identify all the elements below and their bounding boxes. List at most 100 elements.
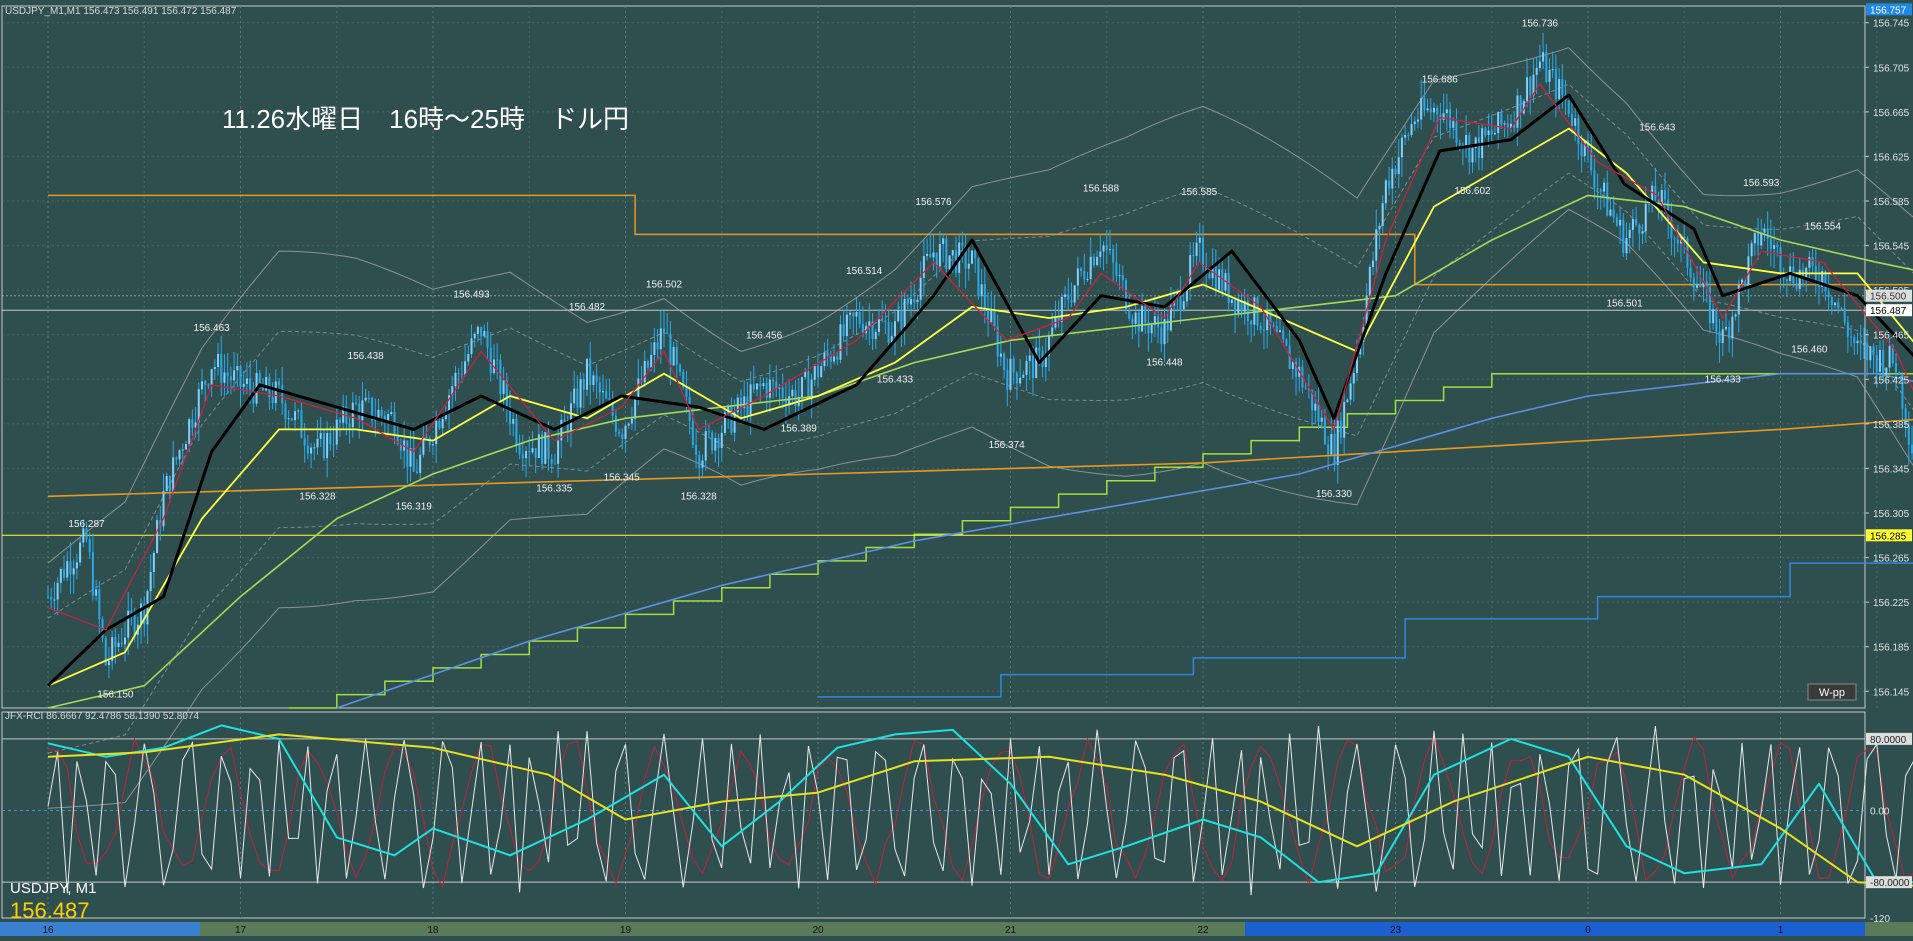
candle-body: [1506, 123, 1509, 128]
candle-body: [1599, 189, 1602, 192]
candle-body: [1493, 132, 1496, 135]
candle-body: [1349, 383, 1352, 400]
candle-body: [1619, 219, 1622, 226]
x-tick-label: 1: [1778, 925, 1784, 936]
candle-body: [1853, 337, 1856, 344]
candle-body: [348, 423, 351, 428]
price-annotation: 156.433: [877, 374, 914, 385]
candle-body: [181, 449, 184, 451]
candle-body: [1689, 267, 1692, 278]
candle-body: [1404, 134, 1407, 138]
candle-body: [1445, 109, 1448, 114]
x-tick-label: 22: [1197, 925, 1209, 936]
candle-body: [1901, 374, 1904, 409]
price-annotation: 156.585: [1181, 187, 1218, 198]
rci-header: JFX-RCI 86.6667 92.4786 58.1390 52.8074: [5, 711, 199, 722]
candle-body: [614, 416, 617, 432]
candle-body: [1593, 170, 1596, 189]
candle-body: [1234, 299, 1237, 314]
wpp-button-bg[interactable]: [1807, 683, 1857, 701]
candle-body: [1673, 238, 1676, 240]
candle-body: [1708, 286, 1711, 324]
candle-body: [194, 422, 197, 428]
candle-body: [999, 353, 1002, 357]
candle-body: [528, 451, 531, 453]
candle-body: [1420, 98, 1423, 120]
candle-body: [107, 660, 110, 666]
wpp-button[interactable]: W-pp: [1807, 683, 1857, 701]
candle-body: [1051, 327, 1054, 336]
candle-body: [1442, 113, 1445, 120]
candle-body: [1904, 408, 1907, 426]
candle-body: [778, 387, 781, 389]
candle-body: [425, 436, 428, 439]
candle-body: [547, 432, 550, 459]
candle-body: [826, 352, 829, 356]
candle-body: [720, 432, 723, 448]
candle-body: [849, 312, 852, 315]
candle-body: [762, 383, 765, 387]
candle-body: [1519, 95, 1522, 114]
candle-body: [1169, 305, 1172, 331]
candle-body: [104, 637, 107, 666]
candle-body: [865, 325, 868, 334]
candle-body: [704, 431, 707, 461]
price-annotation: 156.593: [1743, 178, 1780, 189]
candle-body: [274, 381, 277, 404]
candle-body: [579, 379, 582, 408]
candle-body: [1606, 182, 1609, 216]
price-annotation: 156.433: [1705, 374, 1742, 385]
candle-body: [1821, 271, 1824, 287]
candle-body: [322, 433, 325, 459]
candle-body: [1535, 68, 1538, 75]
candle-body: [1279, 330, 1281, 333]
candle-body: [367, 397, 370, 399]
candle-body: [1105, 245, 1108, 251]
candle-body: [1205, 266, 1208, 274]
moving-averages: [46, 83, 1913, 709]
candle-body: [881, 319, 884, 321]
candle-body: [855, 311, 858, 317]
candle-body: [1118, 275, 1121, 277]
candle-body: [1137, 312, 1140, 332]
price-annotation: 156.602: [1454, 186, 1491, 197]
x-tick-label: 21: [1005, 925, 1017, 936]
rci-cyan-line: [47, 724, 1913, 884]
candle-body: [1574, 118, 1577, 126]
y-tick-label: 156.585: [1873, 197, 1910, 208]
candle-body: [1785, 278, 1788, 281]
candle-body: [1850, 336, 1853, 338]
candle-body: [887, 322, 890, 344]
candle-body: [156, 520, 159, 554]
candle-body: [627, 423, 630, 426]
candle-body: [1513, 123, 1516, 128]
candle-body: [1885, 367, 1888, 376]
candle-body: [1888, 345, 1891, 368]
candle-body: [111, 637, 114, 661]
y-tick-label: 156.385: [1873, 420, 1910, 431]
candle-body: [1696, 284, 1699, 288]
candle-body: [351, 402, 354, 428]
wpp-button-label[interactable]: W-pp: [1819, 687, 1845, 699]
candle-body: [1128, 310, 1131, 319]
candle-body: [1795, 283, 1798, 290]
corner-symbol: USDJPY, M1: [10, 880, 96, 897]
price-annotation: 156.456: [746, 331, 783, 342]
price-annotation: 156.502: [646, 279, 683, 290]
candle-body: [303, 437, 306, 446]
candle-body: [140, 603, 143, 625]
candle-body: [1869, 346, 1872, 361]
price-annotation: 156.448: [1146, 358, 1183, 369]
candle-body: [483, 330, 486, 337]
candle-body: [1275, 325, 1278, 333]
candle-body: [1375, 229, 1378, 261]
candle-body: [1715, 309, 1718, 332]
candle-body: [1452, 121, 1455, 128]
candle-body: [1471, 147, 1474, 163]
price-tag-label: 156.285: [1870, 531, 1907, 542]
candle-body: [1583, 140, 1586, 157]
rci-panel: [2, 724, 1913, 896]
candle-body: [800, 377, 803, 398]
ma-blue-line: [336, 372, 1913, 709]
